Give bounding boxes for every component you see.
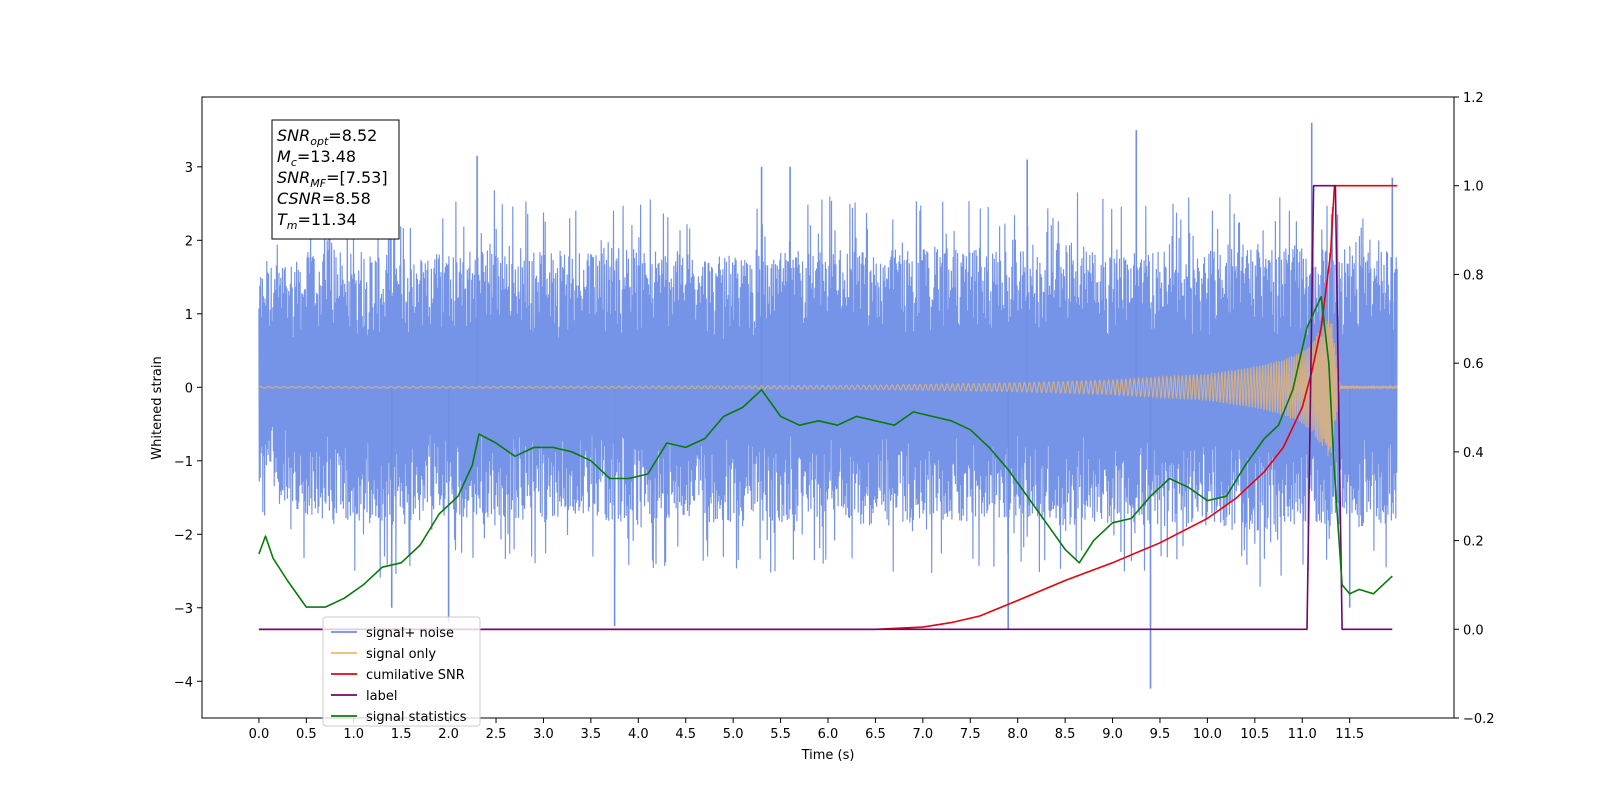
- x-tick-label: 1.5: [391, 727, 412, 742]
- signal-statistics-line: [258, 295, 1393, 608]
- legend-label: label: [366, 689, 397, 704]
- legend-label: signal statistics: [366, 710, 467, 725]
- x-tick-label: 5.0: [723, 727, 744, 742]
- x-tick-label: 10.5: [1240, 727, 1269, 742]
- x-tick-label: 1.0: [343, 727, 364, 742]
- info-line: SNRMF=[7.53]: [277, 168, 388, 190]
- signal-only-line: [258, 319, 1398, 457]
- series-signal-noise: [258, 122, 1398, 689]
- info-line: SNRopt=8.52: [277, 126, 377, 148]
- y-axis-left: 3 2 1 0 −1 −2 −3 −4: [174, 161, 202, 690]
- y2-tick-label: 1.0: [1463, 180, 1484, 195]
- x-tick-label: 2.0: [438, 727, 459, 742]
- info-line: Mc=13.48: [277, 147, 356, 169]
- x-tick-label: 2.5: [486, 727, 507, 742]
- legend: signal+ noise signal only cumilative SNR la…: [322, 616, 481, 727]
- series-signal-only: [258, 319, 1398, 457]
- x-tick-label: 9.0: [1102, 727, 1123, 742]
- x-tick-label: 7.0: [913, 727, 934, 742]
- y2-tick-label: −0.2: [1463, 712, 1495, 727]
- cumulative-snr-line: [258, 184, 1398, 631]
- x-tick-label: 4.5: [675, 727, 696, 742]
- x-axis-label: Time (s): [801, 748, 855, 763]
- series-signal-statistics: [258, 295, 1393, 608]
- y-tick-label: 3: [185, 161, 193, 176]
- x-tick-label: 8.5: [1055, 727, 1076, 742]
- info-box-frame: [271, 119, 400, 240]
- y-axis-label: Whitened strain: [150, 356, 165, 459]
- x-axis: 0.0 0.5 1.0 1.5 2.0 2.5 3.0 3.5 4.0 4.5 5.0 5.5 6.0 6…: [249, 718, 1364, 742]
- y2-tick-label: 1.2: [1463, 91, 1484, 106]
- series-label: [258, 184, 1393, 631]
- y-tick-label: −2: [174, 528, 193, 543]
- y2-tick-label: 0.2: [1463, 535, 1484, 550]
- info-line: Tm=11.34: [277, 210, 357, 232]
- y-tick-label: 2: [185, 234, 193, 249]
- series-cumulative-snr: [258, 184, 1398, 631]
- x-tick-label: 3.0: [533, 727, 554, 742]
- label-line: [258, 184, 1393, 631]
- x-tick-label: 9.5: [1150, 727, 1171, 742]
- x-tick-label: 0.0: [249, 727, 270, 742]
- y-tick-label: −4: [174, 675, 193, 690]
- y2-tick-label: 0.0: [1463, 623, 1484, 638]
- x-tick-label: 11.5: [1335, 727, 1364, 742]
- legend-label: signal+ noise: [366, 626, 454, 641]
- legend-frame: [322, 616, 481, 727]
- x-tick-label: 6.0: [818, 727, 839, 742]
- y2-tick-label: 0.4: [1463, 446, 1484, 461]
- legend-label: cumilative SNR: [366, 668, 465, 683]
- y-axis-right: 1.2 1.0 0.8 0.6 0.4 0.2 0.0 −0.2: [1454, 91, 1495, 727]
- x-tick-label: 0.5: [296, 727, 317, 742]
- legend-label: signal only: [366, 647, 436, 662]
- info-box: SNRopt=8.52Mc=13.48SNRMF=[7.53]CSNR=8.58…: [271, 119, 400, 240]
- y-tick-label: −1: [174, 455, 193, 470]
- y2-tick-label: 0.6: [1463, 357, 1484, 372]
- y-tick-label: 0: [185, 381, 193, 396]
- info-line: CSNR=8.58: [277, 189, 371, 208]
- x-tick-label: 11.0: [1288, 727, 1317, 742]
- x-tick-label: 4.0: [628, 727, 649, 742]
- y2-tick-label: 0.8: [1463, 268, 1484, 283]
- x-tick-label: 3.5: [581, 727, 602, 742]
- x-tick-label: 7.5: [960, 727, 981, 742]
- y-tick-label: 1: [185, 308, 193, 323]
- x-tick-label: 5.5: [770, 727, 791, 742]
- x-tick-label: 8.0: [1007, 727, 1028, 742]
- y-tick-label: −3: [174, 602, 193, 617]
- x-tick-label: 10.0: [1193, 727, 1222, 742]
- x-tick-label: 6.5: [865, 727, 886, 742]
